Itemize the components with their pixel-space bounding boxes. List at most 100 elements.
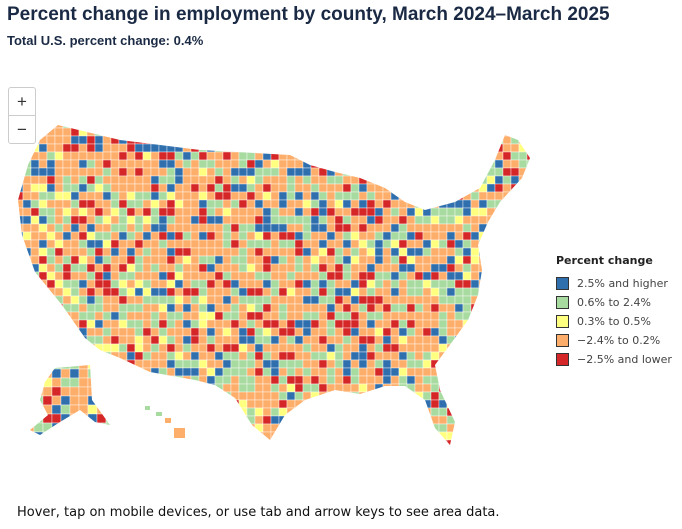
county-cell[interactable] (294, 199, 304, 209)
county-cell[interactable] (422, 199, 432, 209)
county-cell[interactable] (326, 375, 336, 385)
county-cell[interactable] (302, 391, 312, 401)
county-cell[interactable] (438, 415, 448, 425)
county-cell[interactable] (230, 231, 240, 241)
county-cell[interactable] (262, 159, 272, 169)
county-cell[interactable] (183, 448, 191, 455)
county-cell[interactable] (214, 135, 224, 145)
county-cell[interactable] (526, 311, 535, 321)
county-cell[interactable] (334, 375, 344, 385)
county-cell[interactable] (150, 399, 160, 409)
county-cell[interactable] (510, 367, 520, 377)
county-cell[interactable] (359, 448, 367, 455)
county-cell[interactable] (390, 183, 400, 193)
county-cell[interactable] (518, 287, 528, 297)
county-cell[interactable] (214, 247, 224, 257)
county-cell[interactable] (494, 423, 504, 433)
county-cell[interactable] (70, 287, 80, 297)
county-cell[interactable] (110, 399, 120, 409)
county-cell[interactable] (438, 167, 448, 177)
county-cell[interactable] (430, 207, 440, 217)
county-cell[interactable] (374, 367, 384, 377)
county-cell[interactable] (326, 319, 336, 329)
county-cell[interactable] (462, 351, 472, 361)
county-cell[interactable] (526, 319, 535, 329)
county-cell[interactable] (102, 215, 112, 225)
county-cell[interactable] (478, 191, 488, 201)
county-cell[interactable] (102, 127, 112, 137)
county-cell[interactable] (422, 239, 432, 249)
county-cell[interactable] (230, 383, 240, 393)
county-cell[interactable] (478, 303, 488, 313)
county-cell[interactable] (70, 271, 80, 281)
county-cell[interactable] (102, 431, 112, 441)
county-cell[interactable] (158, 183, 168, 193)
county-cell[interactable] (454, 167, 464, 177)
county-cell[interactable] (350, 423, 360, 433)
county-cell[interactable] (71, 448, 79, 455)
county-cell[interactable] (222, 199, 232, 209)
county-cell[interactable] (326, 247, 336, 257)
county-cell[interactable] (230, 239, 240, 249)
county-cell[interactable] (166, 175, 176, 185)
county-cell[interactable] (278, 207, 288, 217)
county-cell[interactable] (142, 351, 152, 361)
county-cell[interactable] (150, 159, 160, 169)
county-cell[interactable] (182, 383, 192, 393)
county-cell[interactable] (239, 448, 247, 455)
county-cell[interactable] (518, 431, 528, 441)
county-cell[interactable] (318, 391, 328, 401)
county-cell[interactable] (78, 263, 88, 273)
county-cell[interactable] (86, 120, 96, 129)
county-cell[interactable] (479, 448, 487, 455)
county-cell[interactable] (22, 335, 32, 345)
county-cell[interactable] (462, 191, 472, 201)
county-cell[interactable] (326, 151, 336, 161)
county-cell[interactable] (134, 175, 144, 185)
county-cell[interactable] (206, 359, 216, 369)
county-cell[interactable] (326, 335, 336, 345)
county-cell[interactable] (438, 231, 448, 241)
county-cell[interactable] (518, 239, 528, 249)
county-cell[interactable] (470, 335, 480, 345)
county-cell[interactable] (414, 287, 424, 297)
county-cell[interactable] (414, 319, 424, 329)
county-cell[interactable] (174, 359, 184, 369)
county-cell[interactable] (342, 359, 352, 369)
county-cell[interactable] (214, 191, 224, 201)
county-cell[interactable] (334, 247, 344, 257)
county-cell[interactable] (286, 127, 296, 137)
county-cell[interactable] (94, 223, 104, 233)
county-cell[interactable] (206, 431, 216, 441)
county-cell[interactable] (94, 191, 104, 201)
county-cell[interactable] (118, 335, 128, 345)
county-cell[interactable] (254, 247, 264, 257)
county-cell[interactable] (158, 367, 168, 377)
county-cell[interactable] (390, 231, 400, 241)
county-cell[interactable] (190, 431, 200, 441)
county-cell[interactable] (158, 159, 168, 169)
county-cell[interactable] (294, 151, 304, 161)
county-cell[interactable] (174, 239, 184, 249)
county-cell[interactable] (382, 319, 392, 329)
county-cell[interactable] (62, 319, 72, 329)
county-cell[interactable] (406, 175, 416, 185)
county-cell[interactable] (150, 439, 160, 448)
county-cell[interactable] (15, 319, 24, 329)
county-cell[interactable] (30, 247, 40, 257)
county-cell[interactable] (126, 120, 136, 129)
county-cell[interactable] (70, 231, 80, 241)
county-cell[interactable] (86, 167, 96, 177)
county-cell[interactable] (366, 295, 376, 305)
county-cell[interactable] (158, 127, 168, 137)
county-cell[interactable] (486, 263, 496, 273)
county-cell[interactable] (302, 223, 312, 233)
county-cell[interactable] (310, 255, 320, 265)
county-cell[interactable] (126, 399, 136, 409)
county-cell[interactable] (486, 223, 496, 233)
county-cell[interactable] (62, 231, 72, 241)
county-cell[interactable] (222, 151, 232, 161)
county-cell[interactable] (22, 255, 32, 265)
county-cell[interactable] (150, 415, 160, 425)
county-cell[interactable] (214, 255, 224, 265)
